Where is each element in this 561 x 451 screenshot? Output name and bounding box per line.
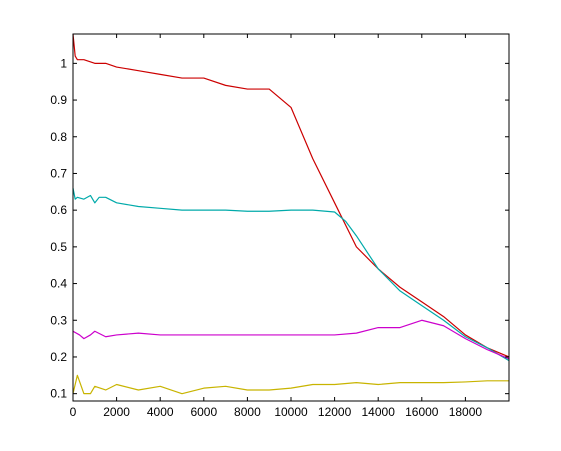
x-tick-label: 14000: [362, 405, 396, 419]
x-tick-label: 0: [70, 405, 77, 419]
y-tick-label: 1: [60, 56, 67, 70]
y-tick-label: 0.4: [50, 277, 67, 291]
x-tick-label: 2000: [103, 405, 130, 419]
x-tick-label: 10000: [274, 405, 308, 419]
y-axis: 0.1 0.2 0.3 0.4 0.5 0.6 0.7 0.8 0.9 1: [50, 56, 509, 401]
x-tick-label: 8000: [234, 405, 261, 419]
y-tick-label: 0.2: [50, 350, 67, 364]
x-axis: 0 2000 4000 6000 8000 10000 12000 14000 16000 180…: [70, 34, 483, 419]
x-tick-label: 12000: [318, 405, 352, 419]
x-tick-label: 4000: [147, 405, 174, 419]
x-tick-label: 18000: [449, 405, 483, 419]
plot-area: [73, 34, 509, 401]
x-tick-label: 16000: [405, 405, 439, 419]
series-line-1: [72, 33, 510, 358]
series-line-3: [72, 319, 510, 360]
series-layer: [72, 33, 510, 395]
y-tick-label: 0.5: [50, 240, 67, 254]
y-tick-label: 0.9: [50, 93, 67, 107]
y-tick-label: 0.3: [50, 313, 67, 327]
y-tick-label: 0.7: [50, 166, 67, 180]
y-tick-label: 0.8: [50, 130, 67, 144]
series-line-4: [72, 374, 509, 395]
y-tick-label: 0.6: [50, 203, 67, 217]
series-line-2: [72, 188, 510, 362]
x-tick-label: 6000: [190, 405, 217, 419]
y-tick-label: 0.1: [50, 387, 67, 401]
